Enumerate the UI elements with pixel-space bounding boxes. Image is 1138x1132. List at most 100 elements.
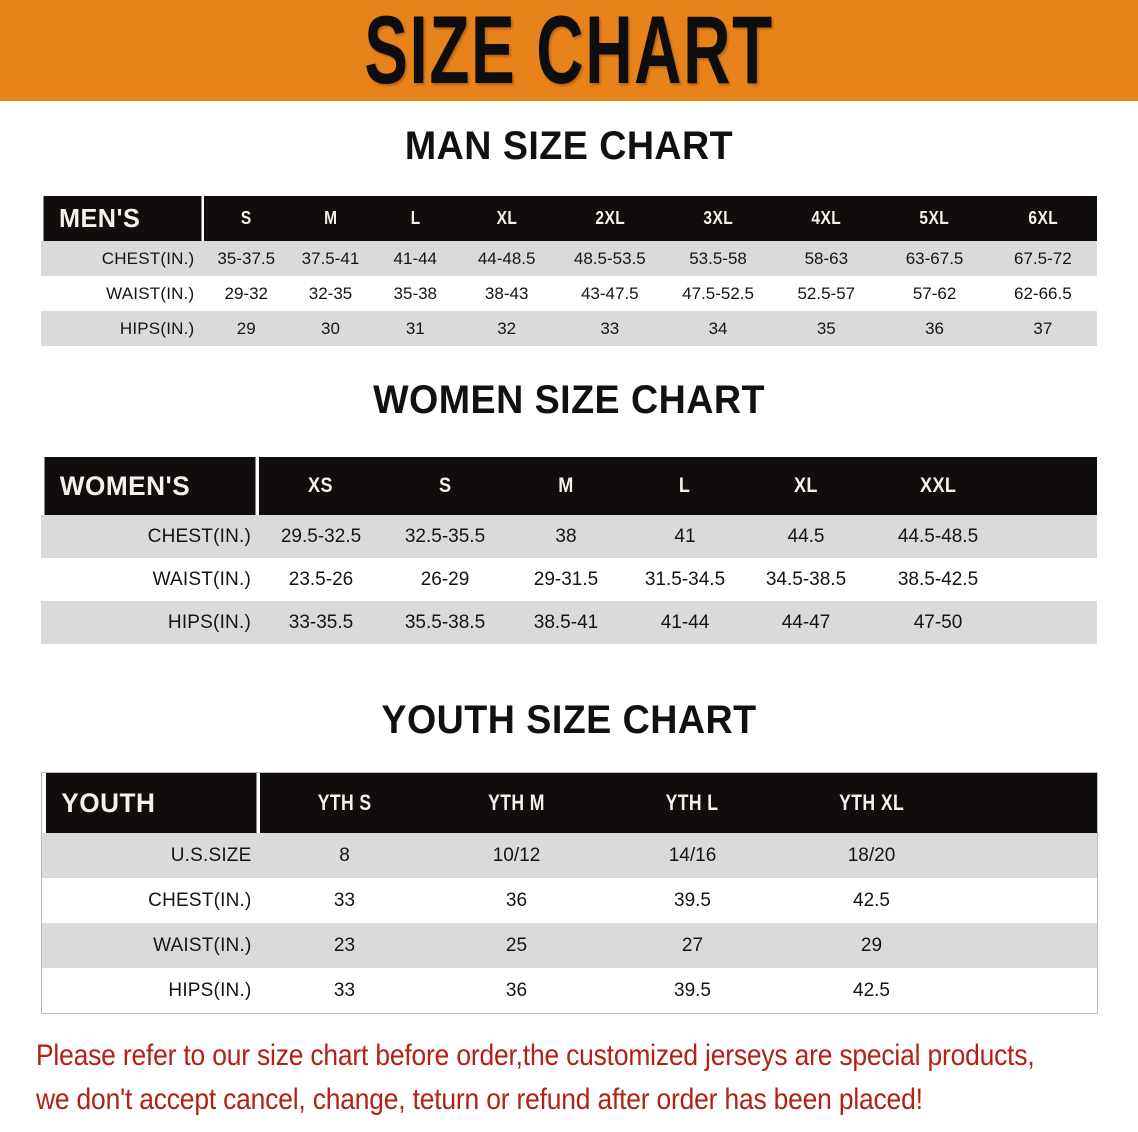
women-row-spacer-2 <box>1009 601 1097 644</box>
men-size-col-7: 5XL <box>880 196 989 241</box>
women-cell-1-5: 38.5-42.5 <box>867 558 1009 601</box>
men-row-label-0: CHEST(IN.) <box>41 241 205 276</box>
table-row: WAIST(IN.) 23.5-26 26-29 29-31.5 31.5-34… <box>41 558 1097 601</box>
women-corner-label: WOMEN'S <box>44 457 256 515</box>
youth-cell-2-0: 23 <box>259 923 430 968</box>
men-cell-2-5: 34 <box>663 311 773 346</box>
men-cell-0-7: 63-67.5 <box>880 241 989 276</box>
youth-row-spacer-1 <box>961 878 1098 923</box>
men-cell-2-1: 30 <box>288 311 373 346</box>
men-size-col-4: 2XL <box>555 196 664 241</box>
women-cell-2-3: 41-44 <box>625 601 745 644</box>
men-cell-1-2: 35-38 <box>372 276 458 311</box>
men-cell-0-5: 53.5-58 <box>663 241 773 276</box>
men-cell-0-6: 58-63 <box>772 241 881 276</box>
men-cell-1-3: 38-43 <box>457 276 556 311</box>
women-cell-1-0: 23.5-26 <box>259 558 383 601</box>
men-cell-2-3: 32 <box>457 311 556 346</box>
women-size-col-5: XXL <box>867 457 1009 515</box>
youth-cell-2-1: 25 <box>429 923 604 968</box>
youth-size-table: YOUTH YTH S YTH M YTH L YTH XL U.S.SIZE … <box>41 772 1098 1014</box>
women-size-label-0: XS <box>308 474 334 497</box>
youth-size-label-3: YTH XL <box>838 790 904 815</box>
men-cell-1-8: 62-66.5 <box>988 276 1097 311</box>
men-row-label-1: WAIST(IN.) <box>41 276 205 311</box>
men-cell-2-4: 33 <box>555 311 664 346</box>
men-size-label-8: 6XL <box>1027 208 1058 228</box>
men-cell-1-5: 47.5-52.5 <box>663 276 773 311</box>
women-header-row: WOMEN'S XS S M L XL XXL <box>41 457 1097 515</box>
women-cell-2-2: 38.5-41 <box>507 601 625 644</box>
youth-cell-3-2: 39.5 <box>603 968 782 1014</box>
men-cell-2-2: 31 <box>372 311 458 346</box>
men-cell-2-6: 35 <box>772 311 881 346</box>
women-row-spacer-0 <box>1009 515 1097 558</box>
men-size-label-7: 5XL <box>919 208 950 228</box>
footer-disclaimer: Please refer to our size chart before or… <box>36 1034 1106 1122</box>
women-size-col-1: S <box>383 457 507 515</box>
women-size-col-0: XS <box>259 457 383 515</box>
women-size-label-3: L <box>679 474 691 497</box>
men-cell-0-4: 48.5-53.5 <box>555 241 664 276</box>
youth-header-row: YOUTH YTH S YTH M YTH L YTH XL <box>42 772 1098 833</box>
women-size-table: WOMEN'S XS S M L XL XXL CHEST(IN.) 29.5-… <box>41 457 1097 644</box>
men-cell-0-0: 35-37.5 <box>204 241 289 276</box>
youth-cell-0-2: 14/16 <box>603 833 782 878</box>
youth-cell-2-2: 27 <box>603 923 782 968</box>
table-row: U.S.SIZE 8 10/12 14/16 18/20 <box>41 833 1098 878</box>
women-cell-2-0: 33-35.5 <box>259 601 383 644</box>
men-cell-1-0: 29-32 <box>204 276 289 311</box>
page-banner: SIZE CHART <box>0 0 1138 101</box>
youth-size-label-1: YTH M <box>488 790 545 815</box>
table-row: CHEST(IN.) 33 36 39.5 42.5 <box>41 878 1098 923</box>
men-size-col-3: XL <box>457 196 556 241</box>
youth-row-spacer-2 <box>961 923 1098 968</box>
men-size-label-1: M <box>323 208 338 228</box>
table-row: CHEST(IN.) 35-37.5 37.5-41 41-44 44-48.5… <box>41 241 1097 276</box>
youth-size-label-2: YTH L <box>666 790 719 815</box>
youth-corner-label: YOUTH <box>44 772 257 833</box>
women-row-label-0: CHEST(IN.) <box>41 515 259 558</box>
youth-section-title: YOUTH SIZE CHART <box>381 698 757 742</box>
youth-cell-3-1: 36 <box>429 968 604 1014</box>
men-size-col-2: L <box>372 196 458 241</box>
youth-cell-1-2: 39.5 <box>603 878 782 923</box>
youth-cell-1-3: 42.5 <box>781 878 962 923</box>
youth-row-spacer-3 <box>961 968 1098 1014</box>
table-row: CHEST(IN.) 29.5-32.5 32.5-35.5 38 41 44.… <box>41 515 1097 558</box>
men-cell-1-1: 32-35 <box>288 276 373 311</box>
youth-cell-0-1: 10/12 <box>429 833 604 878</box>
youth-size-col-1: YTH M <box>429 772 604 833</box>
youth-row-label-0: U.S.SIZE <box>41 833 260 878</box>
youth-row-label-1: CHEST(IN.) <box>41 878 260 923</box>
youth-cell-0-3: 18/20 <box>781 833 962 878</box>
men-cell-2-7: 36 <box>880 311 989 346</box>
women-cell-1-1: 26-29 <box>383 558 507 601</box>
youth-size-col-3: YTH XL <box>781 772 962 833</box>
men-size-col-1: M <box>288 196 373 241</box>
men-size-label-2: L <box>410 208 421 228</box>
men-header-row: MEN'S S M L XL 2XL 3XL 4XL 5XL 6XL <box>41 196 1097 241</box>
women-cell-1-4: 34.5-38.5 <box>745 558 867 601</box>
table-row: HIPS(IN.) 33 36 39.5 42.5 <box>41 968 1098 1014</box>
women-cell-0-3: 41 <box>625 515 745 558</box>
men-size-label-3: XL <box>496 208 517 228</box>
men-size-label-6: 4XL <box>811 208 842 228</box>
men-row-label-2: HIPS(IN.) <box>41 311 205 346</box>
women-cell-1-3: 31.5-34.5 <box>625 558 745 601</box>
youth-size-label-0: YTH S <box>317 790 372 815</box>
women-section-title: WOMEN SIZE CHART <box>373 378 765 422</box>
youth-cell-3-3: 42.5 <box>781 968 962 1014</box>
women-cell-0-1: 32.5-35.5 <box>383 515 507 558</box>
footer-line-1: Please refer to our size chart before or… <box>36 1039 1035 1072</box>
women-size-label-1: S <box>438 474 452 497</box>
youth-cell-1-1: 36 <box>429 878 604 923</box>
youth-size-col-0: YTH S <box>259 772 430 833</box>
women-row-label-1: WAIST(IN.) <box>41 558 259 601</box>
youth-header-spacer <box>961 772 1098 833</box>
men-size-table: MEN'S S M L XL 2XL 3XL 4XL 5XL 6XL CHEST… <box>41 196 1097 346</box>
men-size-col-8: 6XL <box>988 196 1097 241</box>
youth-cell-2-3: 29 <box>781 923 962 968</box>
men-cell-1-7: 57-62 <box>880 276 989 311</box>
women-cell-1-2: 29-31.5 <box>507 558 625 601</box>
